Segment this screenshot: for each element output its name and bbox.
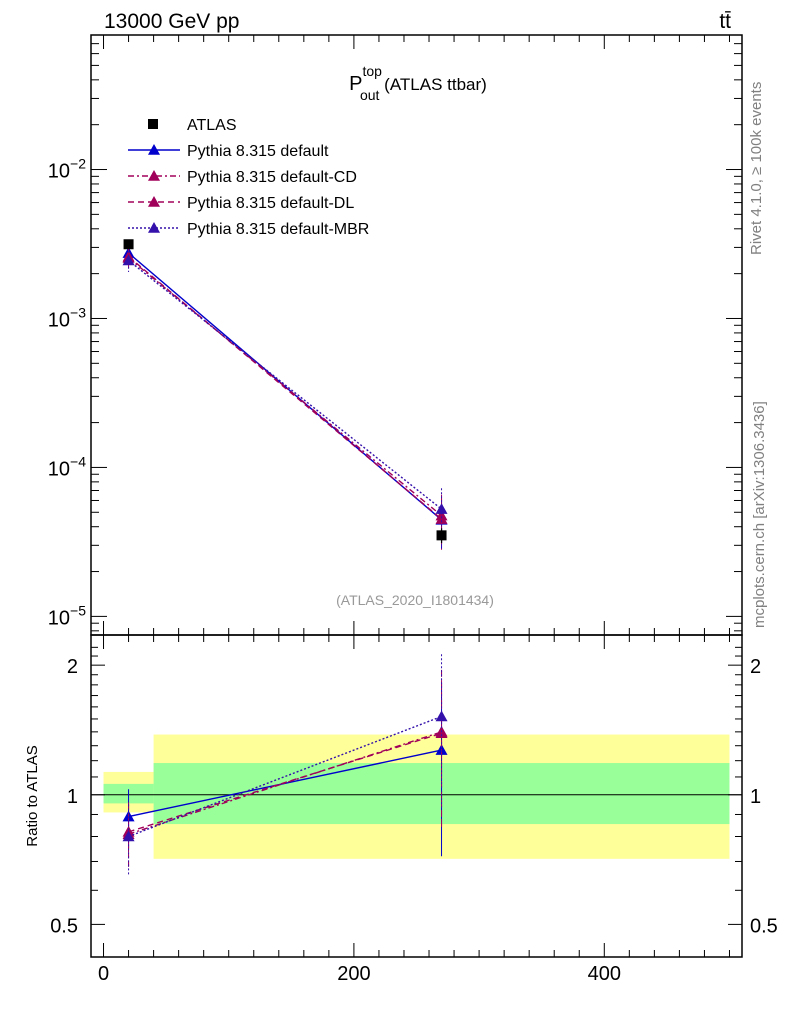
ratio-panel-frame bbox=[90, 634, 743, 958]
y-tick-exponent: −2 bbox=[70, 156, 86, 172]
y-tick-label: 10−2 bbox=[48, 156, 86, 183]
x-tick-label: 0 bbox=[98, 963, 109, 985]
ratio-y-tick-label-right: 1 bbox=[750, 786, 761, 808]
y-tick-label: 10−3 bbox=[48, 304, 86, 331]
series-line-0 bbox=[128, 252, 442, 521]
chart-title: Ptop out (ATLAS ttbar) bbox=[349, 63, 487, 103]
legend-marker-1 bbox=[148, 170, 160, 181]
y-tick-label: 10−4 bbox=[48, 453, 86, 480]
rivet-version-label: Rivet 4.1.0, ≥ 100k events bbox=[748, 82, 765, 255]
ratio-y-tick-label: 2 bbox=[67, 656, 78, 678]
series-line-2 bbox=[128, 256, 442, 520]
ratio-marker-3 bbox=[122, 830, 135, 842]
series-line-3 bbox=[128, 259, 442, 510]
ratio-ylabel: Ratio to ATLAS bbox=[24, 745, 41, 846]
y-tick-exponent: −5 bbox=[70, 602, 86, 618]
x-tick-label: 400 bbox=[588, 963, 621, 985]
axis-ticks bbox=[91, 34, 742, 957]
main-series-layer bbox=[122, 239, 448, 550]
legend-label-3: Pythia 8.315 default-MBR bbox=[187, 221, 369, 238]
series-line-1 bbox=[128, 257, 442, 517]
ratio-y-tick-label: 0.5 bbox=[50, 915, 78, 937]
title-main: P bbox=[349, 73, 362, 95]
title-superscript: top bbox=[363, 63, 383, 79]
ratio-series-layer bbox=[122, 654, 448, 876]
y-tick-base: 10 bbox=[48, 161, 70, 183]
data-marker bbox=[123, 239, 134, 250]
ratio-marker-2 bbox=[435, 727, 448, 738]
legend-marker-data bbox=[148, 119, 158, 129]
ratio-y-tick-label: 1 bbox=[67, 786, 78, 808]
ratio-y-tick-label-right: 2 bbox=[750, 656, 761, 678]
y-tick-base: 10 bbox=[48, 607, 70, 629]
x-tick-label: 200 bbox=[337, 963, 370, 985]
series-marker-2 bbox=[435, 513, 448, 524]
title-subscript: out bbox=[360, 87, 380, 103]
legend-marker-2 bbox=[148, 196, 160, 207]
y-tick-exponent: −4 bbox=[70, 453, 86, 469]
mcplots-label: mcplots.cern.ch [arXiv:1306.3436] bbox=[751, 401, 768, 628]
y-tick-base: 10 bbox=[48, 309, 70, 331]
series-marker-3 bbox=[122, 254, 135, 266]
legend-label-0: Pythia 8.315 default bbox=[187, 143, 329, 160]
data-marker bbox=[436, 530, 447, 541]
process-label: tt̄ bbox=[719, 10, 731, 33]
ratio-marker-3 bbox=[435, 710, 448, 722]
legend-label-data: ATLAS bbox=[187, 117, 237, 134]
legend-marker-3 bbox=[148, 222, 160, 233]
analysis-label: (ATLAS_2020_I1801434) bbox=[336, 592, 494, 608]
series-marker-3 bbox=[435, 503, 448, 514]
y-tick-exponent: −3 bbox=[70, 304, 86, 320]
energy-label: 13000 GeV pp bbox=[104, 10, 239, 33]
ratio-line-2 bbox=[128, 732, 442, 833]
ratio-y-tick-label-right: 0.5 bbox=[750, 915, 778, 937]
ratio-uncertainty-bands bbox=[91, 734, 742, 859]
legend-marker-0 bbox=[148, 144, 160, 155]
legend-label-2: Pythia 8.315 default-DL bbox=[187, 195, 354, 212]
y-tick-base: 10 bbox=[48, 458, 70, 480]
legend-label-1: Pythia 8.315 default-CD bbox=[187, 169, 357, 186]
y-tick-label: 10−5 bbox=[48, 602, 86, 629]
title-suffix: (ATLAS ttbar) bbox=[379, 75, 486, 94]
legend: ATLAS Pythia 8.315 default Pythia 8.315 de… bbox=[128, 117, 369, 238]
